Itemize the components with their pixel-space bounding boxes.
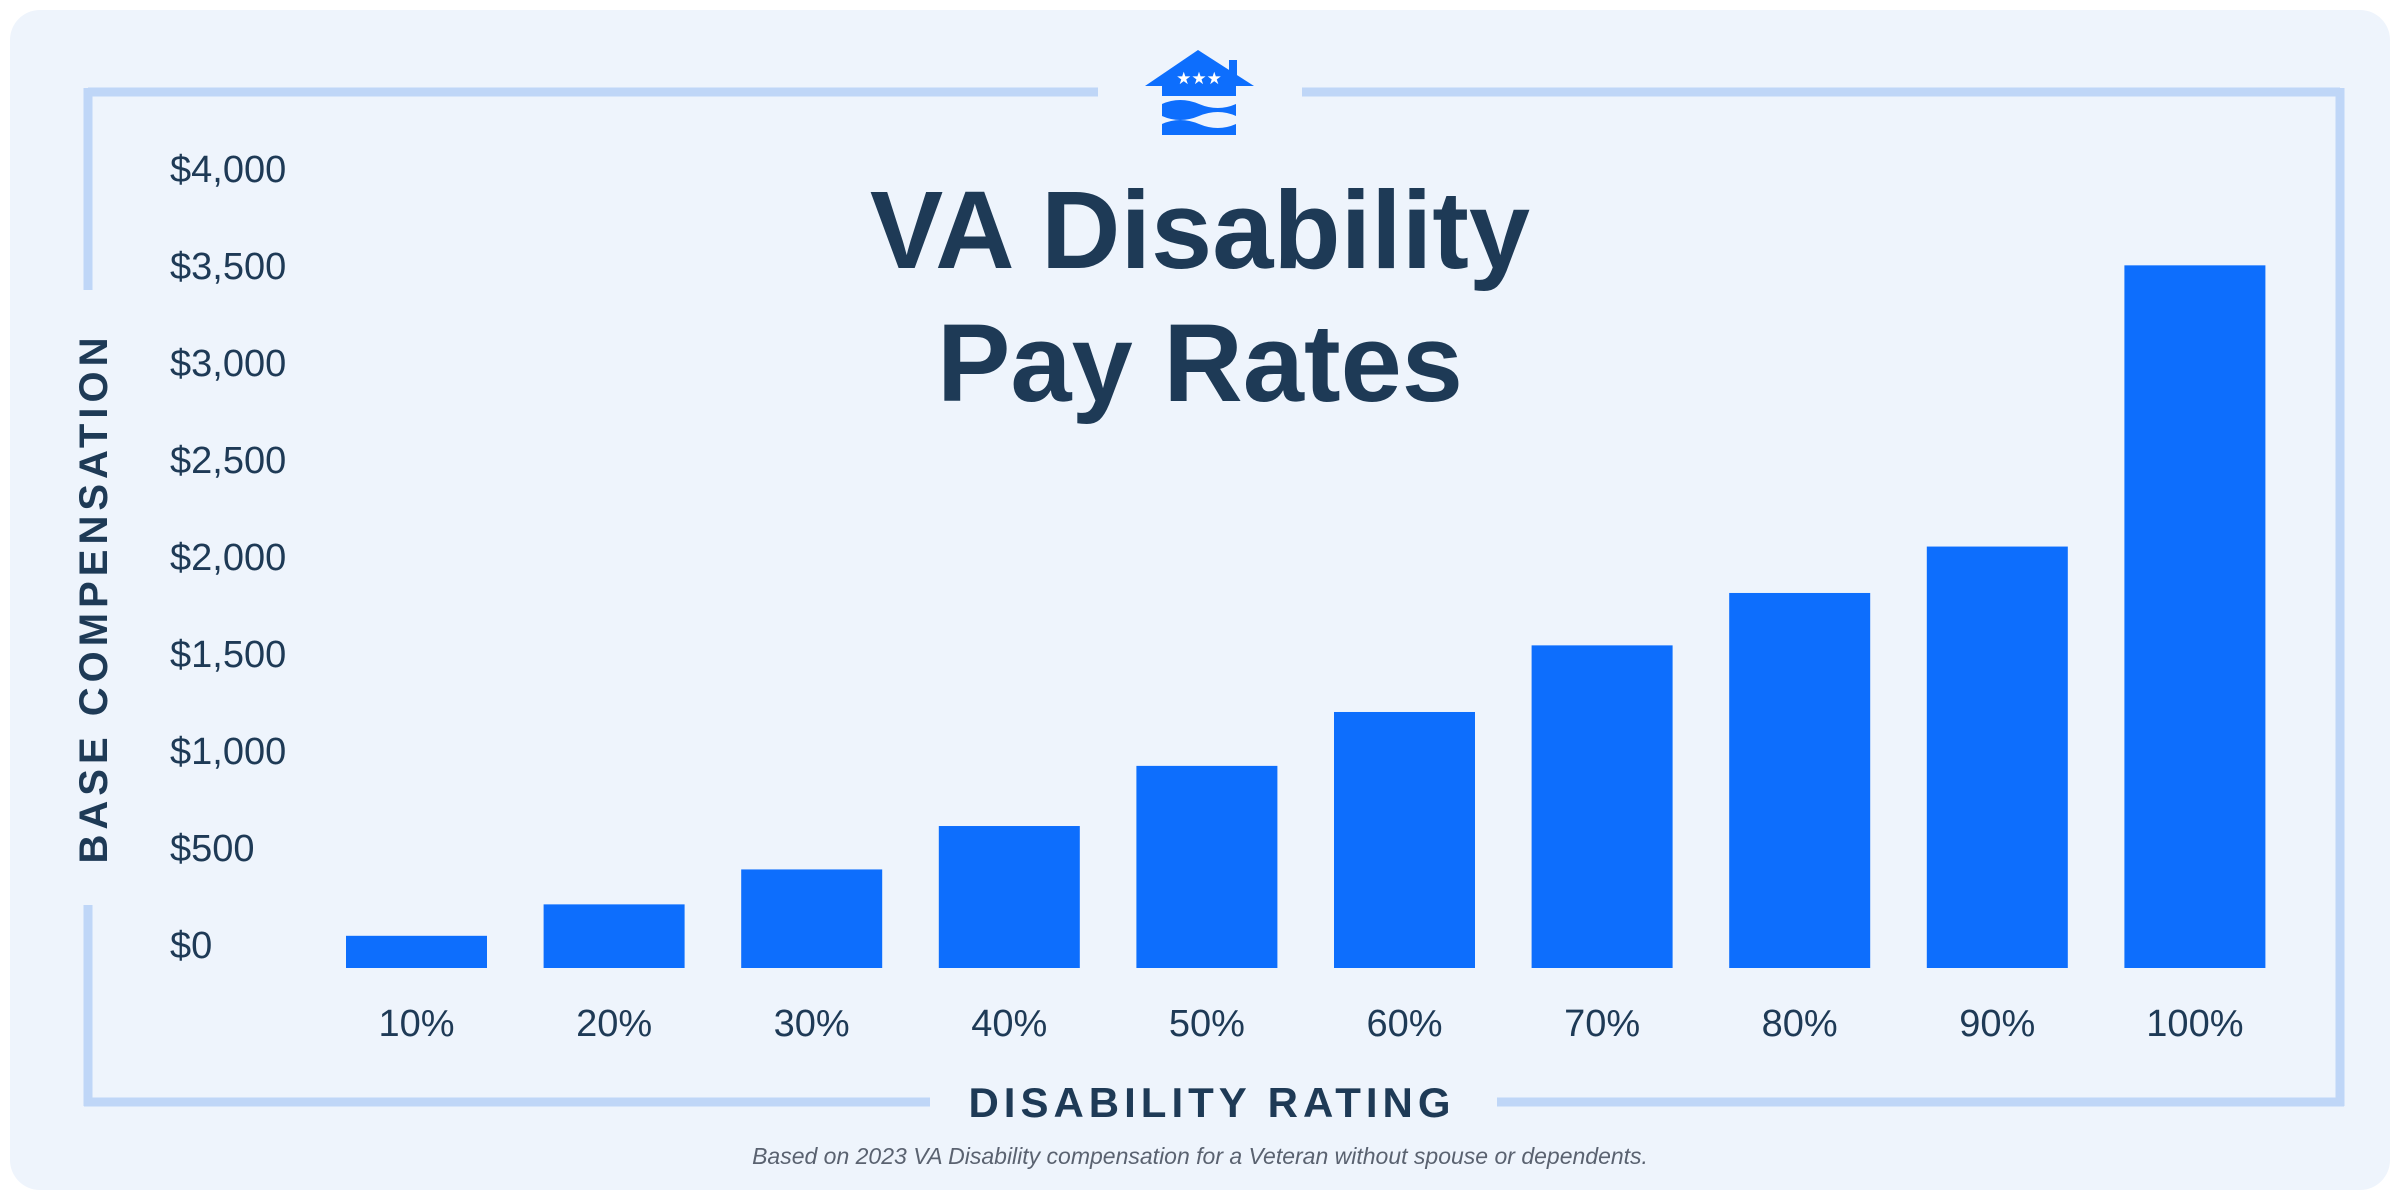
svg-text:★★★: ★★★	[1176, 69, 1222, 89]
x-tick-label: 90%	[1959, 1003, 2035, 1045]
footnote: Based on 2023 VA Disability compensation…	[752, 1143, 1648, 1169]
y-axis-ticks: $0 $500 $1,000 $1,500 $2,000 $2,500 $3,000 $3,5…	[170, 149, 286, 967]
y-tick-label: $2,000	[170, 537, 286, 579]
chart-frame	[83, 87, 2345, 1107]
x-tick-label: 40%	[971, 1003, 1047, 1045]
bars	[346, 265, 2266, 969]
x-axis-ticks: 10% 20% 30% 40% 50% 60% 70% 80% 90% 100%	[378, 1003, 2243, 1045]
y-axis-label: BASE COMPENSATION	[72, 333, 116, 864]
bar-70-percent	[1531, 645, 1673, 968]
y-tick-label: $1,500	[170, 634, 286, 676]
bar-50-percent	[1136, 765, 1278, 968]
y-tick-label: $2,500	[170, 440, 286, 482]
x-tick-label: 70%	[1564, 1003, 1640, 1045]
bar-80-percent	[1729, 592, 1871, 968]
x-tick-label: 20%	[576, 1003, 652, 1045]
bar-100-percent	[2124, 265, 2266, 969]
bar-40-percent	[938, 826, 1080, 968]
bar-60-percent	[1334, 711, 1475, 968]
y-tick-label: $3,500	[170, 246, 286, 288]
chart-title-line-2: Pay Rates	[937, 302, 1463, 425]
house-stars-waves-icon: ★★★	[1145, 50, 1254, 135]
bar-20-percent	[543, 904, 685, 968]
bar-10-percent	[346, 935, 487, 968]
y-tick-label: $4,000	[170, 149, 286, 191]
x-axis-label: DISABILITY RATING	[968, 1079, 1455, 1126]
x-tick-label: 80%	[1762, 1003, 1838, 1045]
y-tick-label: $1,000	[170, 731, 286, 773]
bar-90-percent	[1926, 546, 2068, 968]
chart-title-line-1: VA Disability	[870, 169, 1530, 292]
bar-30-percent	[741, 869, 883, 968]
x-tick-label: 60%	[1366, 1003, 1442, 1045]
x-tick-label: 100%	[2146, 1003, 2243, 1045]
y-tick-label: $3,000	[170, 343, 286, 385]
x-tick-label: 10%	[378, 1003, 454, 1045]
x-tick-label: 50%	[1169, 1003, 1245, 1045]
x-tick-label: 30%	[774, 1003, 850, 1045]
y-tick-label: $0	[170, 925, 212, 967]
y-tick-label: $500	[170, 828, 255, 870]
